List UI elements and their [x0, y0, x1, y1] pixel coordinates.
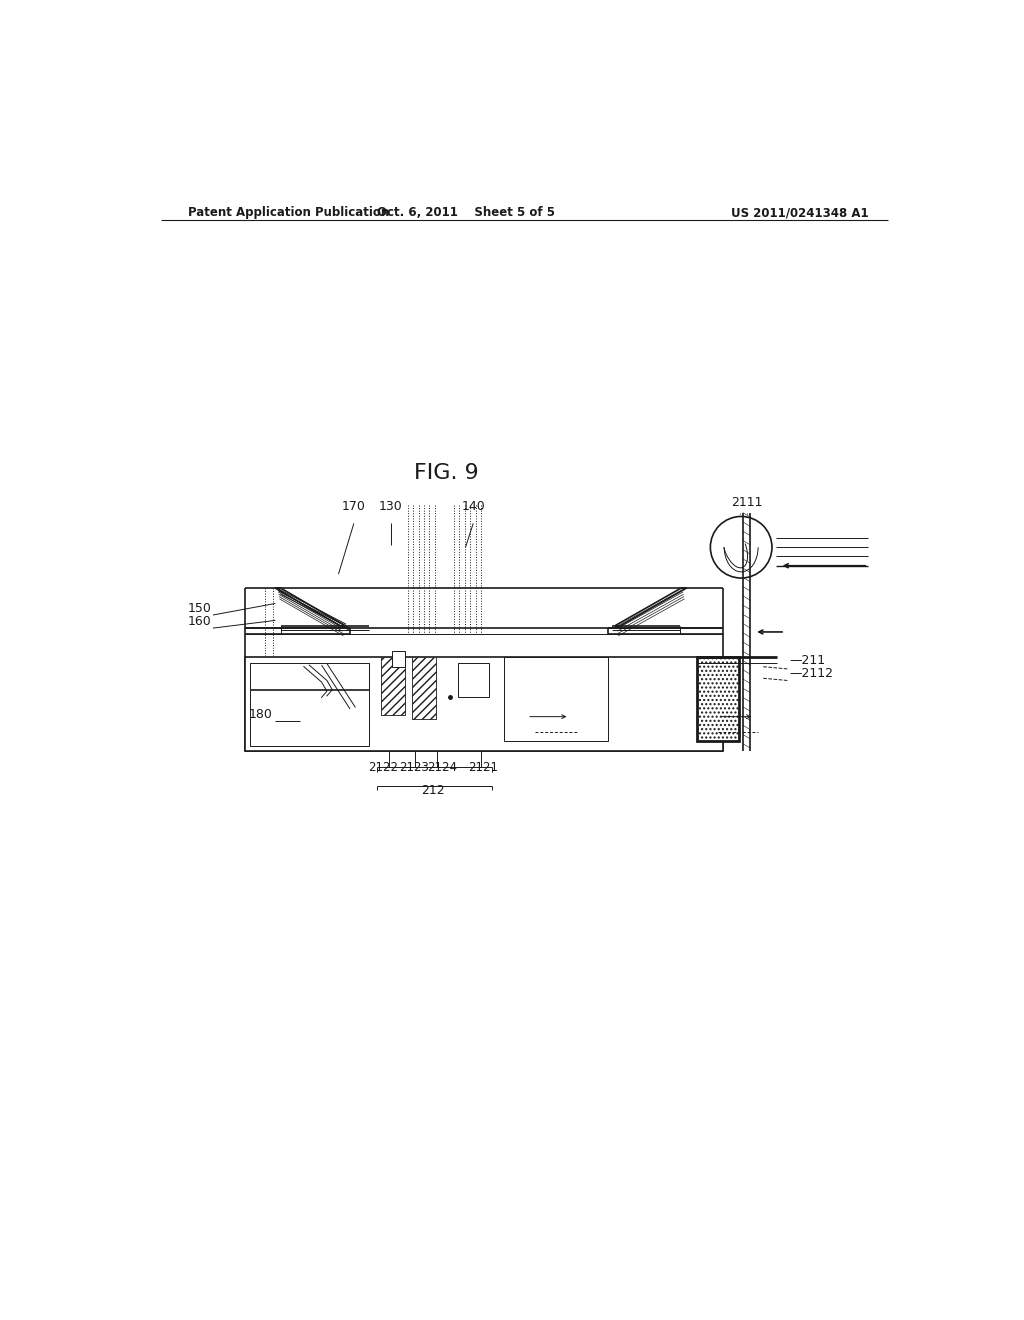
Text: FIG. 9: FIG. 9 [414, 462, 478, 483]
Text: 2121: 2121 [468, 762, 499, 775]
Bar [504, 657, 608, 741]
Text: 150: 150 [187, 602, 211, 615]
Text: 2111: 2111 [731, 496, 762, 508]
Text: 170: 170 [342, 499, 366, 512]
Text: 130: 130 [379, 499, 402, 512]
Bar [250, 663, 370, 746]
Text: —211: —211 [788, 653, 825, 667]
Text: 180: 180 [249, 708, 273, 721]
Bar [245, 657, 724, 751]
Text: Oct. 6, 2011    Sheet 5 of 5: Oct. 6, 2011 Sheet 5 of 5 [377, 206, 555, 219]
Text: US 2011/0241348 A1: US 2011/0241348 A1 [731, 206, 868, 219]
Bar [412, 657, 436, 719]
Text: 140: 140 [462, 499, 485, 512]
Text: 2123: 2123 [399, 762, 429, 775]
Bar [458, 663, 488, 697]
Bar [392, 651, 406, 667]
Bar [696, 657, 739, 741]
Bar [412, 657, 436, 719]
Text: 2124: 2124 [427, 762, 458, 775]
Text: —2112: —2112 [788, 668, 833, 681]
Text: Patent Application Publication: Patent Application Publication [188, 206, 389, 219]
Bar [381, 657, 406, 715]
Text: 160: 160 [187, 615, 211, 628]
Text: 2122: 2122 [368, 762, 398, 775]
Bar [381, 657, 406, 715]
Text: 212: 212 [421, 784, 445, 797]
